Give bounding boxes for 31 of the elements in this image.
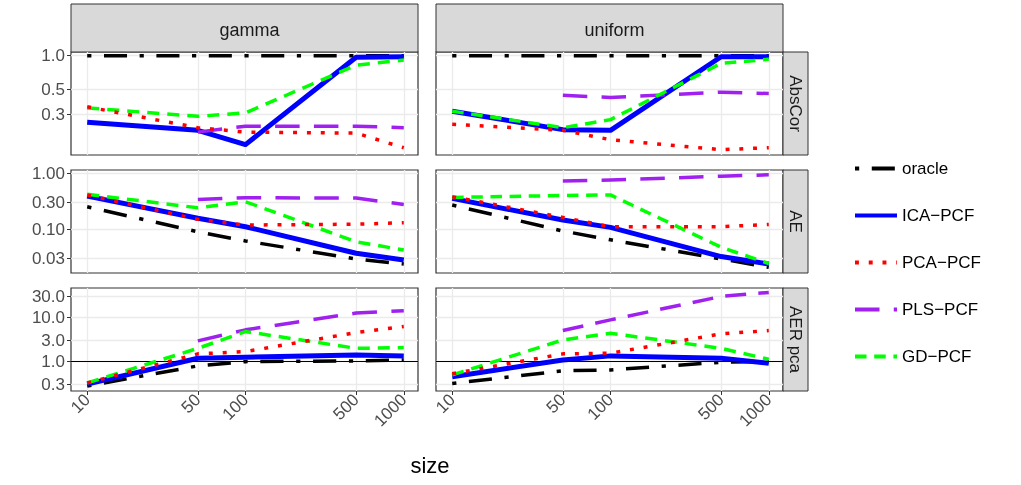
x-tick-label: 500 <box>694 390 728 424</box>
y-tick-label: 0.30 <box>31 192 65 212</box>
y-tick-label: 10.0 <box>31 308 65 327</box>
y-tick-label: 0.10 <box>31 219 65 239</box>
x-tick-label: 500 <box>329 390 363 424</box>
chart-title: gamma <box>219 20 281 40</box>
y-tick-label: 0.03 <box>31 248 65 268</box>
legend-label: oracle <box>902 159 949 178</box>
x-tick-label: 100 <box>583 390 618 424</box>
y-tick-label: 0.3 <box>41 375 65 395</box>
legend-label: PCA−PCF <box>902 253 981 272</box>
y-tick-label: 1.0 <box>41 46 65 66</box>
x-tick-label: 50 <box>177 390 205 418</box>
y-tick-label: 3.0 <box>41 331 65 351</box>
y-tick-label: 1.0 <box>41 352 65 372</box>
x-axis-title: size <box>410 452 450 478</box>
chart-title: uniform <box>584 20 645 40</box>
y-tick-label: 1.00 <box>31 163 65 183</box>
text: AbsCor <box>786 75 805 133</box>
legend-label: GD−PCF <box>902 347 972 366</box>
y-tick-label: 30.0 <box>31 286 65 306</box>
x-tick-label: 10 <box>67 390 94 418</box>
legend-label: ICA−PCF <box>902 206 975 225</box>
y-tick-label: 0.3 <box>41 104 65 124</box>
x-tick-label: 10 <box>432 390 459 418</box>
legend-label: PLS−PCF <box>902 300 979 319</box>
x-tick-label: 50 <box>542 390 570 418</box>
y-tick-label: 0.5 <box>41 79 65 99</box>
text: AER pca <box>786 305 805 374</box>
x-tick-label: 100 <box>218 390 253 424</box>
text: AE <box>786 210 805 233</box>
